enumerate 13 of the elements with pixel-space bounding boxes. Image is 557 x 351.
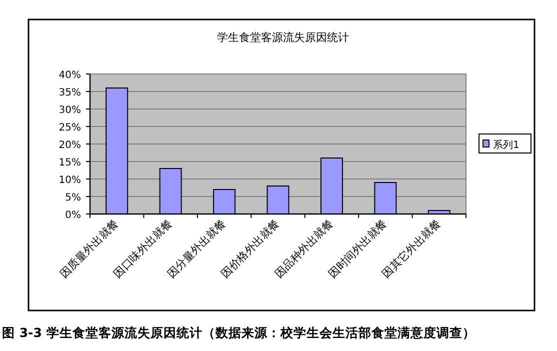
y-tick-label: 20% (58, 140, 81, 151)
y-tick-label: 5% (65, 192, 81, 204)
y-tick-label: 30% (58, 105, 81, 116)
y-tick-label: 15% (58, 158, 81, 168)
caption: 图 3-3 学生食堂客源流失原因统计（数据来源：校学生会生活部食堂满意度调查） (2, 325, 476, 340)
title: 学生食堂客源流失原因统计 (217, 31, 349, 44)
y-tick-label: 40% (58, 70, 81, 81)
y-tick-label: 10% (58, 175, 81, 186)
y-tick-label: 25% (58, 122, 81, 134)
y-tick-label: 35% (58, 88, 81, 98)
y-tick-label: 0% (65, 210, 81, 221)
legend-label: 系列1 (493, 139, 520, 151)
legend: 系列1 (478, 134, 532, 154)
